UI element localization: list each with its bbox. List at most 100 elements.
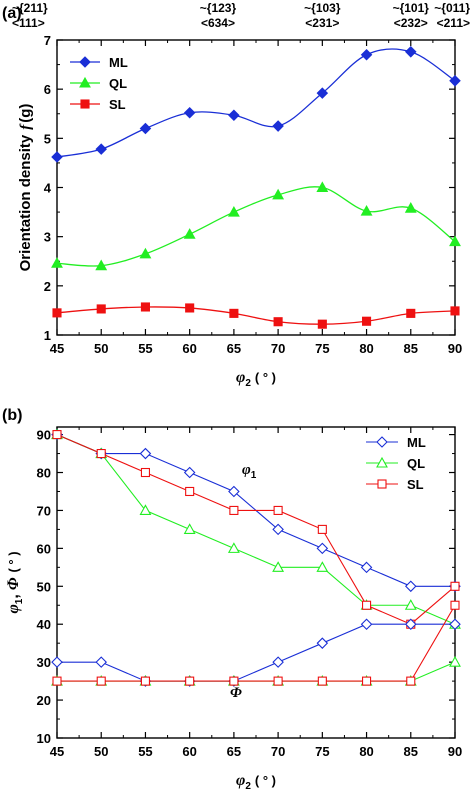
legend-label: QL — [407, 456, 425, 471]
panel-label: (a) — [2, 5, 22, 22]
x-axis-subscript: 2 — [245, 378, 251, 389]
y-tick-label: 60 — [37, 541, 51, 556]
data-point-phi1 — [185, 486, 195, 497]
data-point-ML — [316, 87, 329, 99]
series-line-SL — [56, 306, 456, 325]
legend-label: QL — [109, 76, 127, 91]
data-point-Phi — [185, 676, 195, 686]
x-tick-label: 90 — [448, 744, 462, 759]
data-point-phi1 — [139, 504, 152, 515]
x-tick-label: 65 — [227, 744, 241, 759]
x-axis-subscript: 2 — [245, 781, 251, 792]
y-axis-sep: , — [5, 594, 22, 598]
x-tick-label: 55 — [138, 341, 152, 356]
legend-marker — [79, 56, 91, 68]
data-point-QL — [51, 257, 63, 268]
x-tick-label: 45 — [50, 744, 64, 759]
orientation-annotation-uvw: <211> — [437, 16, 470, 30]
x-tick-label: 80 — [359, 341, 373, 356]
data-point-SL — [273, 317, 283, 327]
data-point-SL — [229, 308, 239, 318]
data-point-phi1 — [272, 523, 284, 536]
x-tick-label: 70 — [271, 341, 285, 356]
data-point-ML — [228, 109, 240, 122]
panel-b: 45 50 55 60 65 70 75 80 85 90 10 20 30 40 50 60 70 80 90 (b… — [2, 407, 462, 792]
y-axis-phi1: φ — [5, 604, 22, 613]
data-point-SL — [450, 306, 460, 316]
orientation-annotation-uvw: <634> — [201, 16, 235, 30]
data-point-QL — [316, 181, 329, 193]
data-point-ML — [272, 120, 284, 132]
legend-marker — [376, 456, 388, 468]
Phi-annotation: Φ — [230, 685, 242, 701]
legend-marker — [80, 99, 90, 109]
data-point-phi1 — [52, 430, 62, 440]
x-tick-label: 90 — [448, 341, 462, 356]
y-tick-label: 3 — [44, 230, 51, 245]
data-point-Phi — [362, 676, 372, 686]
data-point-phi1 — [360, 561, 373, 574]
data-point-ML — [139, 122, 152, 135]
data-point-Phi — [96, 676, 106, 686]
data-point-phi1 — [317, 524, 327, 534]
y-tick-label: 6 — [44, 82, 51, 97]
x-tick-label: 50 — [94, 744, 108, 759]
x-axis-unit: ( ° ) — [255, 773, 276, 788]
data-point-QL — [95, 259, 108, 271]
legend-label: SL — [407, 477, 424, 492]
data-point-Phi — [140, 676, 150, 686]
x-tick-label: 60 — [182, 744, 196, 759]
data-point-Phi — [95, 656, 108, 668]
data-point-QL — [139, 247, 152, 259]
data-point-Phi — [450, 600, 460, 610]
data-point-Phi — [360, 618, 373, 630]
x-tick-label: 55 — [138, 744, 152, 759]
y-tick-label: 2 — [44, 279, 51, 294]
y-axis-title: Orientation density — [17, 134, 34, 271]
orientation-annotation-hkl: ~{101} — [393, 1, 430, 15]
data-point-SL — [317, 319, 327, 329]
data-point-QL — [449, 235, 461, 247]
data-point-QL — [227, 205, 240, 217]
data-point-ML — [51, 151, 63, 163]
x-axis-unit: ( ° ) — [255, 370, 276, 385]
x-tick-label: 85 — [404, 744, 418, 759]
x-axis-label: φ2 ( ° ) — [236, 772, 276, 792]
legend-marker — [377, 479, 387, 489]
y-axis-label: φ1, Φ ( ° ) — [5, 551, 25, 613]
data-point-phi1 — [227, 542, 240, 553]
phi1-symbol: φ — [242, 462, 251, 478]
x-tick-label: 65 — [227, 341, 241, 356]
orientation-annotation-hkl: ~{211} — [12, 1, 48, 15]
data-point-phi1 — [273, 505, 283, 515]
y-axis-unit: (g) — [17, 104, 34, 123]
data-point-Phi — [273, 676, 283, 686]
data-point-Phi — [317, 676, 327, 686]
y-tick-label: 70 — [37, 503, 51, 518]
y-axis-phi1-sub: 1 — [14, 598, 25, 604]
data-point-phi1 — [316, 542, 329, 555]
x-tick-label: 50 — [94, 341, 108, 356]
y-axis-label: Orientation density f(g) — [17, 104, 34, 272]
data-point-QL — [183, 228, 196, 239]
data-point-ML — [360, 48, 373, 61]
data-point-ML — [183, 106, 196, 119]
data-point-QL — [272, 188, 285, 200]
x-axis-symbol: φ — [236, 369, 245, 386]
x-tick-label: 75 — [315, 341, 329, 356]
data-point-Phi — [272, 656, 284, 668]
data-point-phi1 — [140, 467, 150, 478]
x-tick-label: 60 — [182, 341, 196, 356]
legend-marker — [376, 436, 388, 448]
data-point-ML — [404, 46, 417, 58]
y-tick-label: 5 — [44, 131, 51, 146]
data-point-phi1 — [183, 523, 196, 534]
y-tick-label: 10 — [37, 731, 51, 746]
series-line-phi1-square — [56, 434, 456, 625]
y-tick-label: 20 — [37, 693, 51, 708]
y-tick-label: 4 — [44, 181, 52, 196]
orientation-annotation-uvw: <232> — [394, 16, 428, 30]
phi1-annotation: φ1 — [242, 462, 257, 481]
series-line-Phi-square — [57, 604, 456, 682]
y-axis-unit: ( ° ) — [6, 551, 21, 572]
